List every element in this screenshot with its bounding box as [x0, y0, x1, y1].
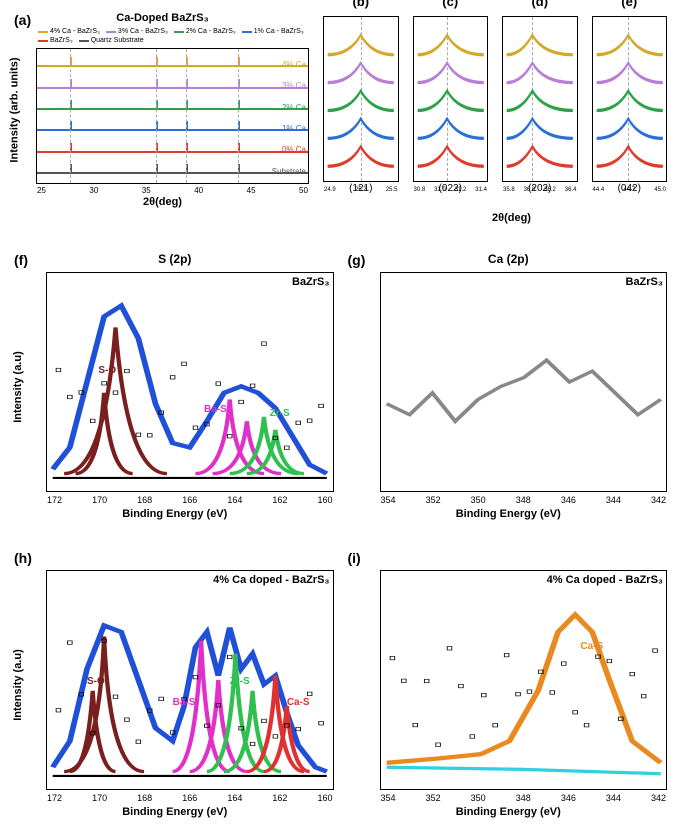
xlabel: Binding Energy (eV) — [456, 508, 561, 520]
plot-area: Ca-S354352350348346344342 — [380, 570, 668, 790]
plot-area: 30.831.031.231.4 — [413, 16, 489, 182]
hkl-label: (022) — [439, 183, 462, 194]
legend-item: BaZrS₃ — [38, 37, 73, 44]
panel-label: (g) — [348, 252, 366, 268]
xticks: 172170168166164162160 — [47, 495, 333, 505]
ylabel: Intensity (a.u) — [12, 649, 24, 721]
hkl-label: (202) — [528, 183, 551, 194]
xlabel: Binding Energy (eV) — [122, 508, 227, 520]
trace-label: 1% Ca — [282, 124, 306, 133]
peak-annotation: S-O — [87, 676, 105, 687]
trace-label: 4% Ca — [282, 60, 306, 69]
hkl-label: (042) — [618, 183, 641, 194]
panel-e: (e) 44.444.745.0 (042) — [586, 10, 674, 210]
panel-a-ylabel: Intensity (arb. units) — [9, 57, 21, 162]
trace-label: 3% Ca — [282, 81, 306, 90]
small-panels-xlabel: 2θ(deg) — [350, 212, 673, 224]
legend-item: 1% Ca - BaZrS₃ — [242, 28, 304, 35]
row-2: (f)S (2p)Intensity (a.u)BaZrS₃S-OBa-SZr-… — [10, 252, 673, 522]
panel-a-plot: 253035404550 4% Ca3% Ca2% Ca1% Ca0% CaSu… — [36, 48, 309, 184]
xlabel: Binding Energy (eV) — [456, 806, 561, 818]
panel-label: (h) — [14, 550, 32, 566]
plot-area: 35.836.036.236.4 — [502, 16, 578, 182]
panel-c: (c) 30.831.031.231.4 (022) — [407, 10, 495, 210]
xlabel: Binding Energy (eV) — [122, 806, 227, 818]
xps-title: S (2p) — [158, 252, 191, 266]
figure: (a) Ca-Doped BaZrS₃ Intensity (arb. unit… — [10, 10, 673, 820]
xrd-trace — [37, 129, 308, 131]
xrd-trace — [37, 65, 308, 67]
xticks: 172170168166164162160 — [47, 793, 333, 803]
ylabel: Intensity (a.u) — [12, 351, 24, 423]
panel-a-legend: 4% Ca - BaZrS₃ 3% Ca - BaZrS₃ 2% Ca - BaZr… — [38, 28, 311, 44]
panel-label: (c) — [442, 0, 458, 9]
panel-label: (f) — [14, 252, 28, 268]
plot-area: 354352350348346344342 — [380, 272, 668, 492]
plot-area: 24.925.225.5 — [323, 16, 399, 182]
xrd-trace — [37, 151, 308, 153]
legend-item: Quartz Substrate — [79, 37, 144, 44]
peak-annotation: Ba-S — [204, 404, 227, 415]
xticks: 354352350348346344342 — [381, 793, 667, 803]
row-3: (h)Intensity (a.u)4% Ca doped - BaZrS₃S-… — [10, 550, 673, 820]
trace-label: Substrate — [272, 167, 306, 176]
xrd-trace — [37, 172, 308, 174]
peak-annotation: Ca-S — [580, 641, 603, 652]
xrd-trace — [37, 87, 308, 89]
panel-i: (i)4% Ca doped - BaZrS₃Ca-S3543523503483… — [344, 550, 674, 820]
small-panels-container: (b) 24.925.225.5 (121) (c) 30.831.031.23… — [317, 10, 673, 210]
panel-label: (d) — [531, 0, 548, 9]
panel-a: (a) Ca-Doped BaZrS₃ Intensity (arb. unit… — [10, 10, 315, 210]
panel-a-label: (a) — [14, 12, 31, 28]
legend-item: 4% Ca - BaZrS₃ — [38, 28, 100, 35]
xticks: 354352350348346344342 — [381, 495, 667, 505]
peak-annotation: S-O — [98, 365, 116, 376]
panel-label: (e) — [621, 0, 637, 9]
plot-area: S-OBa-SZr-S172170168166164162160 — [46, 272, 334, 492]
panel-f: (f)S (2p)Intensity (a.u)BaZrS₃S-OBa-SZr-… — [10, 252, 340, 522]
trace-label: 2% Ca — [282, 103, 306, 112]
peak-annotation: Zr-S — [230, 676, 250, 687]
legend-item: 3% Ca - BaZrS₃ — [106, 28, 168, 35]
peak-annotation: Ba-S — [173, 697, 196, 708]
panel-a-title: Ca-Doped BaZrS₃ — [116, 12, 209, 24]
panel-label: (i) — [348, 550, 361, 566]
xrd-trace — [37, 108, 308, 110]
row-1: (a) Ca-Doped BaZrS₃ Intensity (arb. unit… — [10, 10, 673, 210]
hkl-label: (121) — [349, 183, 372, 194]
legend-item: 2% Ca - BaZrS₃ — [174, 28, 236, 35]
panel-g: (g)Ca (2p)BaZrS₃354352350348346344342Bin… — [344, 252, 674, 522]
peak-annotation: Zr-S — [270, 408, 290, 419]
panel-d: (d) 35.836.036.236.4 (202) — [496, 10, 584, 210]
xps-title: Ca (2p) — [488, 252, 529, 266]
peak-annotation: Ca-S — [287, 697, 310, 708]
panel-h: (h)Intensity (a.u)4% Ca doped - BaZrS₃S-… — [10, 550, 340, 820]
trace-label: 0% Ca — [282, 145, 306, 154]
panel-b: (b) 24.925.225.5 (121) — [317, 10, 405, 210]
plot-area: S-OBa-SZr-SCa-S172170168166164162160 — [46, 570, 334, 790]
panel-a-xticks: 253035404550 — [37, 186, 308, 195]
panel-label: (b) — [352, 0, 369, 9]
plot-area: 44.444.745.0 — [592, 16, 668, 182]
panel-a-xlabel: 2θ(deg) — [143, 196, 182, 208]
